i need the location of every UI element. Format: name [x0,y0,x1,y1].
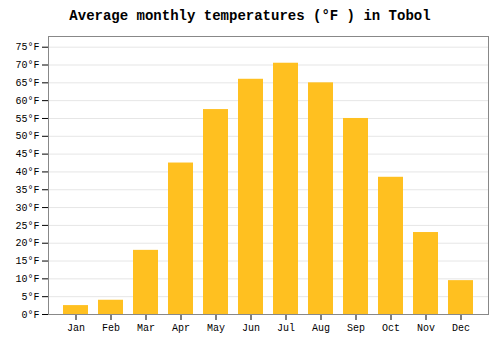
svg-text:5°F: 5°F [21,292,39,303]
svg-text:55°F: 55°F [15,114,39,125]
svg-text:Jun: Jun [242,323,260,334]
svg-text:Jan: Jan [67,323,85,334]
svg-text:Jul: Jul [277,323,295,334]
svg-text:Feb: Feb [102,323,120,334]
html-text:Average monthly temperatures (: Average monthly temperatures (°F ) in To… [69,8,431,24]
svg-text:35°F: 35°F [15,185,39,196]
svg-text:Aug: Aug [312,323,330,334]
svg-text:70°F: 70°F [15,60,39,71]
svg-text:Apr: Apr [172,323,190,334]
svg-text:May: May [207,323,225,334]
svg-text:Nov: Nov [417,323,435,334]
svg-text:50°F: 50°F [15,131,39,142]
svg-text:30°F: 30°F [15,203,39,214]
svg-text:75°F: 75°F [15,42,39,53]
svg-text:45°F: 45°F [15,149,39,160]
svg-text:Dec: Dec [452,323,470,334]
svg-text:65°F: 65°F [15,78,39,89]
svg-text:0°F: 0°F [21,310,39,321]
svg-text:15°F: 15°F [15,256,39,267]
svg-text:60°F: 60°F [15,96,39,107]
svg-text:40°F: 40°F [15,167,39,178]
svg-text:10°F: 10°F [15,274,39,285]
svg-text:Sep: Sep [347,323,365,334]
svg-text:20°F: 20°F [15,238,39,249]
svg-text:Oct: Oct [382,323,400,334]
svg-text:Mar: Mar [137,323,155,334]
svg-text:25°F: 25°F [15,221,39,232]
